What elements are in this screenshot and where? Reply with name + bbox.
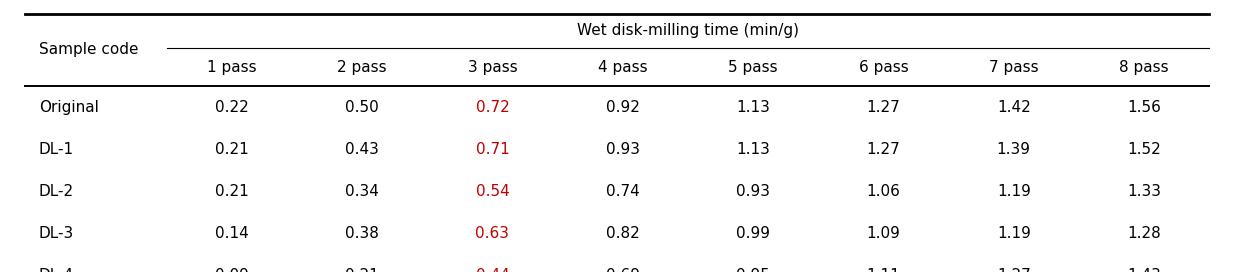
Text: 0.50: 0.50 (346, 100, 379, 115)
Text: 0.54: 0.54 (475, 184, 510, 199)
Text: 0.93: 0.93 (737, 184, 770, 199)
Text: 1.13: 1.13 (737, 142, 770, 157)
Text: 1.09: 1.09 (866, 226, 901, 241)
Text: 0.09: 0.09 (215, 268, 249, 272)
Text: 3 pass: 3 pass (468, 60, 517, 75)
Text: 1.27: 1.27 (866, 142, 901, 157)
Text: 0.92: 0.92 (606, 100, 639, 115)
Text: 6 pass: 6 pass (859, 60, 908, 75)
Text: Sample code: Sample code (38, 42, 138, 57)
Text: 0.21: 0.21 (346, 268, 379, 272)
Text: 4 pass: 4 pass (598, 60, 648, 75)
Text: 0.71: 0.71 (475, 142, 510, 157)
Text: 0.82: 0.82 (606, 226, 639, 241)
Text: 1.56: 1.56 (1127, 100, 1161, 115)
Text: 0.69: 0.69 (606, 268, 639, 272)
Text: 1.28: 1.28 (1128, 226, 1161, 241)
Text: 0.44: 0.44 (475, 268, 510, 272)
Text: 8 pass: 8 pass (1119, 60, 1169, 75)
Text: 0.34: 0.34 (346, 184, 379, 199)
Text: 2 pass: 2 pass (337, 60, 387, 75)
Text: 1.39: 1.39 (997, 142, 1030, 157)
Text: 7 pass: 7 pass (988, 60, 1039, 75)
Text: 1.19: 1.19 (997, 226, 1030, 241)
Text: 0.21: 0.21 (215, 184, 248, 199)
Text: 1 pass: 1 pass (207, 60, 257, 75)
Text: 0.99: 0.99 (737, 226, 770, 241)
Text: 0.72: 0.72 (475, 100, 510, 115)
Text: DL-2: DL-2 (39, 184, 74, 199)
Text: 1.13: 1.13 (737, 100, 770, 115)
Text: 1.27: 1.27 (866, 100, 901, 115)
Text: 0.93: 0.93 (606, 142, 639, 157)
Text: 1.42: 1.42 (997, 100, 1030, 115)
Text: 0.43: 0.43 (346, 142, 379, 157)
Text: 0.14: 0.14 (215, 226, 248, 241)
Text: 1.06: 1.06 (866, 184, 901, 199)
Text: 0.38: 0.38 (346, 226, 379, 241)
Text: 1.19: 1.19 (997, 184, 1030, 199)
Text: 1.11: 1.11 (866, 268, 901, 272)
Text: 0.21: 0.21 (215, 142, 248, 157)
Text: DL-3: DL-3 (39, 226, 74, 241)
Text: 1.33: 1.33 (1127, 184, 1161, 199)
Text: 1.52: 1.52 (1128, 142, 1161, 157)
Text: 5 pass: 5 pass (728, 60, 777, 75)
Text: 0.22: 0.22 (215, 100, 248, 115)
Text: DL-4: DL-4 (39, 268, 74, 272)
Text: Original: Original (39, 100, 99, 115)
Text: 1.43: 1.43 (1127, 268, 1161, 272)
Text: 1.27: 1.27 (997, 268, 1030, 272)
Text: 0.63: 0.63 (475, 226, 510, 241)
Text: 0.95: 0.95 (737, 268, 770, 272)
Text: Wet disk-milling time (min/g): Wet disk-milling time (min/g) (578, 23, 798, 38)
Text: DL-1: DL-1 (39, 142, 74, 157)
Text: 0.74: 0.74 (606, 184, 639, 199)
